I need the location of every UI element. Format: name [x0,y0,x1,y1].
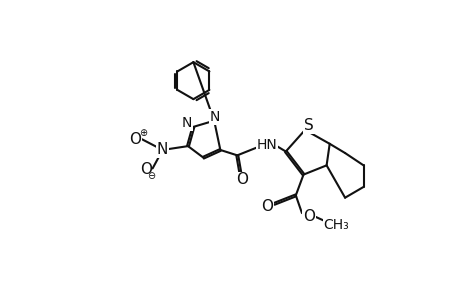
Text: O: O [302,209,314,224]
Text: S: S [303,118,313,133]
Text: O: O [261,200,273,214]
Text: O: O [235,172,247,188]
Text: HN: HN [257,138,277,152]
Text: O: O [129,132,140,147]
Text: ⊖: ⊖ [147,171,155,181]
Text: ⊕: ⊕ [139,128,147,138]
Text: O: O [140,163,151,178]
Text: N: N [157,142,168,158]
Text: CH₃: CH₃ [323,218,349,232]
Text: N: N [209,110,220,124]
Text: N: N [182,116,192,130]
